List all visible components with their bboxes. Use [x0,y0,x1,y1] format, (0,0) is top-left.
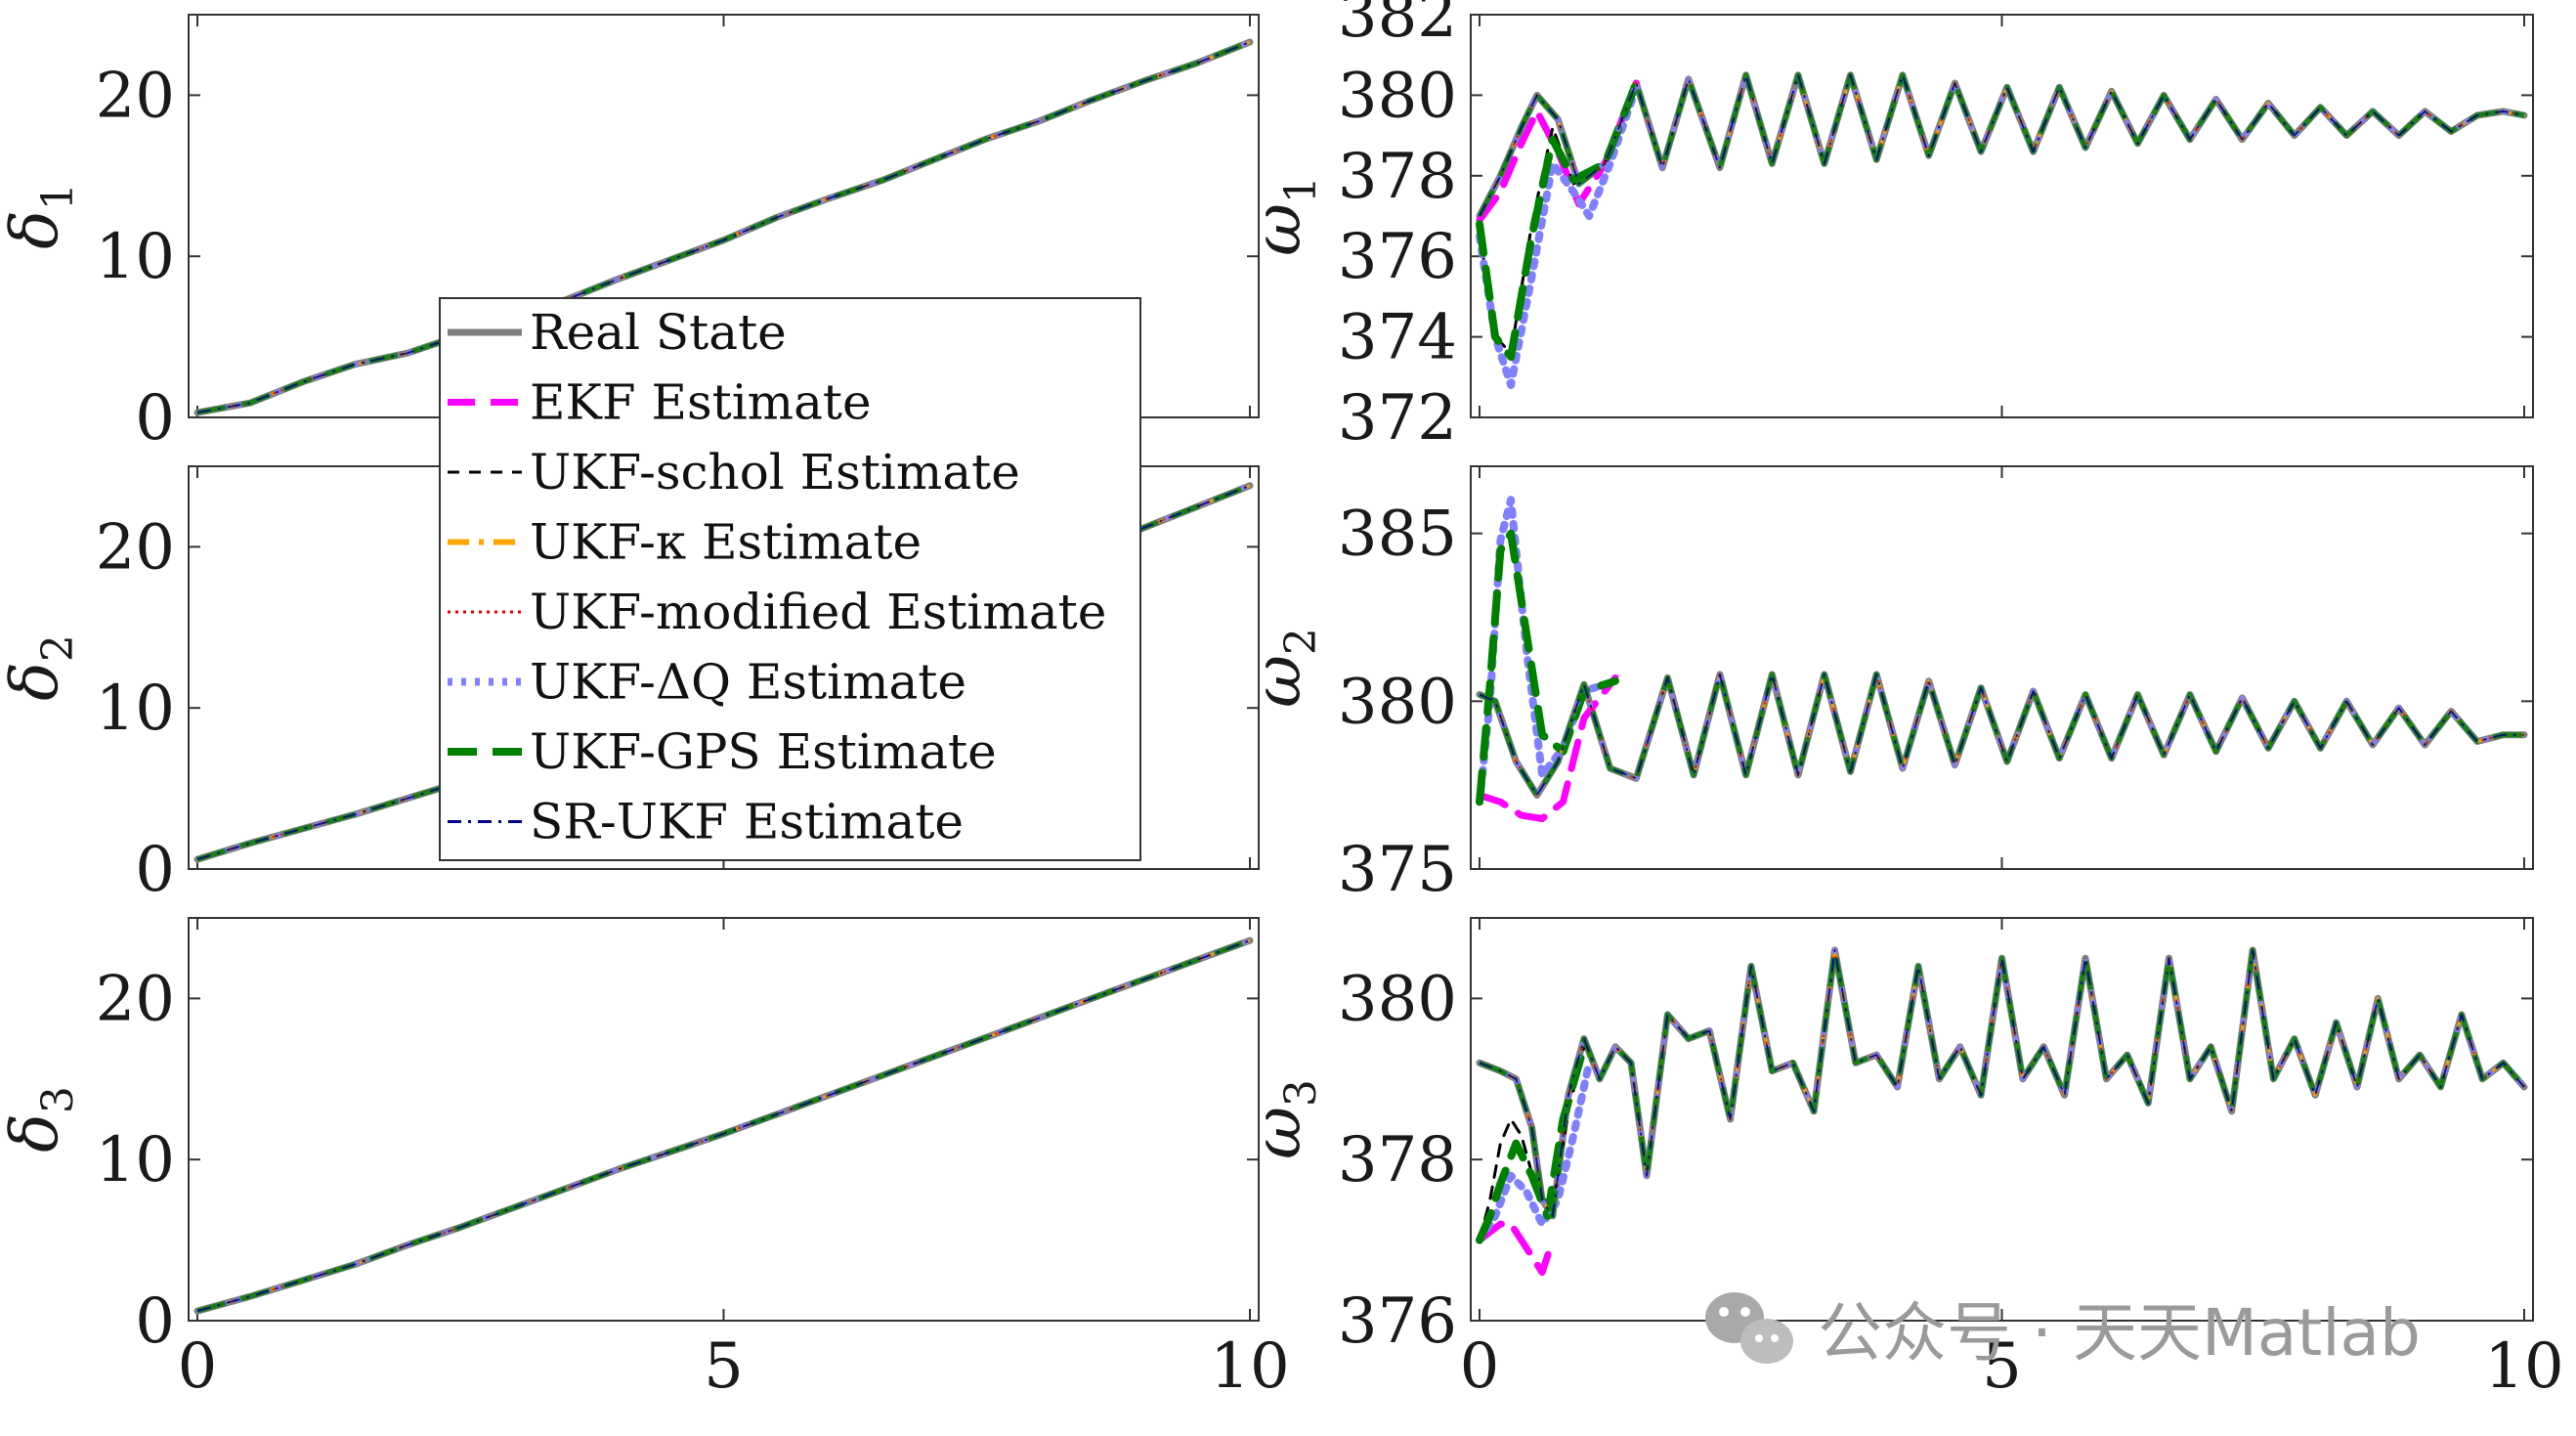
legend-item: UKF-κ Estimate [448,514,922,571]
y-axis-symbol: δ [0,662,72,701]
y-axis-label-omega3: ω3 [1240,1079,1326,1159]
legend-label: UKF-ΔQ Estimate [530,654,966,711]
y-axis-symbol: δ [0,210,72,249]
series-line-overlay [1479,673,2524,797]
series-line-ukf-schol-estimate [1478,1045,1586,1242]
y-axis-label-omega1: ω1 [1240,176,1326,256]
watermark: 公众号 · 天天Matlab [1705,1292,2421,1371]
series-line-ukf-q-estimate [1476,83,1641,389]
legend-label: UKF-schol Estimate [530,444,1020,500]
legend-item: UKF-schol Estimate [448,444,1020,500]
y-tick-label: 10 [96,221,175,293]
y-tick-label: 385 [1338,499,1457,571]
y-tick-label: 0 [135,382,175,455]
legend-label: UKF-GPS Estimate [530,723,997,780]
legend-item: UKF-GPS Estimate [448,723,997,780]
axes-box [1470,465,2534,870]
series-group [1476,496,2528,822]
y-axis-label-omega2: ω2 [1240,628,1326,708]
y-tick-label: 376 [1338,221,1457,293]
x-tick-label: 10 [1210,1330,1289,1403]
y-tick-label: 20 [96,60,175,132]
series-line-ukf-gps-estimate [1476,529,1619,806]
y-tick-label: 380 [1338,963,1457,1035]
y-axis-subscript: 2 [1276,628,1326,655]
x-tick-label: 5 [1982,1330,2022,1403]
y-axis-subscript: 3 [1276,1079,1326,1107]
legend-label: UKF-κ Estimate [530,514,922,571]
y-tick-label: 376 [1338,1285,1457,1358]
legend-item: Real State [448,304,787,361]
y-axis-label-delta2: δ2 [0,634,83,701]
legend-item: UKF-modified Estimate [448,584,1106,640]
legend-item: UKF-ΔQ Estimate [448,654,966,711]
y-axis-subscript: 1 [33,183,83,210]
y-axis-subscript: 1 [1276,176,1326,203]
series-line-overlay [1479,947,2526,1219]
watermark-text: 公众号 · 天天Matlab [1818,1295,2421,1371]
legend-label: EKF Estimate [530,374,872,431]
series-line-ekf-estimate [1476,1220,1557,1277]
series-line-overlay [1479,949,2525,1217]
y-tick-label: 375 [1338,834,1457,906]
y-axis-symbol: ω [1240,655,1315,708]
series-line-ukf-q-estimate [1476,1059,1594,1244]
series-line-overlay [1479,672,2524,798]
y-tick-label: 382 [1338,0,1457,52]
series-group [193,936,1254,1315]
series-group [1476,946,2528,1277]
series-line-ekf-estimate [1476,79,1640,224]
y-axis-subscript: 3 [33,1086,83,1113]
y-tick-label: 0 [135,1285,175,1358]
x-tick-label: 0 [178,1330,218,1403]
series-line-overlay [196,939,1251,1313]
x-tick-label: 10 [2484,1330,2563,1403]
series-group [193,38,1254,416]
y-axis-subscript: 2 [33,634,83,662]
axes-box [188,917,1260,1322]
series-line-ukf-gps-estimate [1476,1042,1588,1244]
series-line-overlay [196,41,1251,414]
y-tick-label: 380 [1338,60,1457,132]
y-axis-label-delta3: δ3 [0,1086,83,1153]
series-line-ekf-estimate [1476,674,1619,822]
legend-item: SR-UKF Estimate [448,794,964,850]
y-tick-label: 374 [1338,302,1457,374]
y-tick-label: 380 [1338,666,1457,738]
y-tick-label: 372 [1338,382,1457,455]
legend: Real State EKF Estimate UKF-schol Estimate… [439,297,1141,861]
y-tick-label: 378 [1338,141,1457,213]
x-tick-label: 5 [704,1330,744,1403]
y-tick-label: 0 [135,834,175,906]
legend-label: SR-UKF Estimate [530,794,964,850]
legend-item: EKF Estimate [448,374,872,431]
y-axis-label-delta1: δ1 [0,183,83,249]
y-tick-label: 20 [96,511,175,584]
y-tick-label: 10 [96,1124,175,1197]
y-tick-label: 20 [96,963,175,1035]
y-axis-symbol: δ [0,1113,72,1153]
y-axis-symbol: ω [1240,1107,1315,1159]
panel-omega1: 372 374 376 378 380 382 ω1 [1240,0,2534,455]
series-line-overlay [1479,948,2526,1218]
wechat-icon [1705,1292,1793,1364]
legend-label: Real State [530,304,787,361]
series-group [1476,71,2528,389]
y-tick-label: 378 [1338,1124,1457,1197]
series-line-overlay [1479,73,2525,217]
y-axis-symbol: ω [1240,203,1315,256]
axes-box [1470,14,2534,418]
x-tick-label: 0 [1460,1330,1500,1403]
y-tick-label: 10 [96,673,175,745]
legend-label: UKF-modified Estimate [530,584,1106,640]
